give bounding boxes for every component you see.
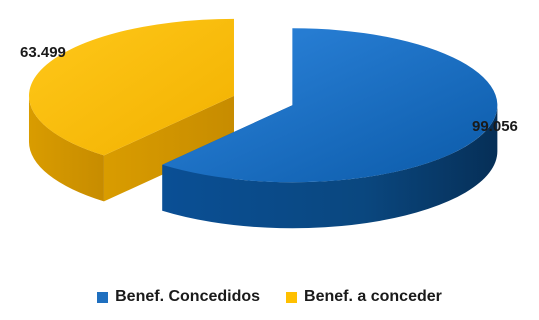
data-label-benef-a-conceder: 63.499 — [20, 44, 66, 61]
legend: Benef. Concedidos Benef. a conceder — [0, 288, 539, 306]
slice-side-benef-concedidos — [162, 105, 498, 229]
data-label-benef-concedidos: 99.056 — [472, 118, 518, 135]
legend-label: Benef. a conceder — [304, 288, 442, 305]
slice-top-benef-a-conceder — [28, 18, 234, 156]
slice-cut-face-benef-a-conceder — [103, 95, 234, 202]
legend-swatch-blue — [97, 291, 109, 303]
legend-label: Benef. Concedidos — [115, 288, 261, 305]
legend-item-benef-a-conceder: Benef. a conceder — [286, 288, 442, 306]
legend-item-benef-concedidos: Benef. Concedidos — [97, 288, 260, 306]
slice-top-benef-concedidos — [162, 28, 498, 183]
legend-swatch-yellow — [286, 291, 298, 303]
slice-side-benef-a-conceder — [28, 95, 104, 202]
